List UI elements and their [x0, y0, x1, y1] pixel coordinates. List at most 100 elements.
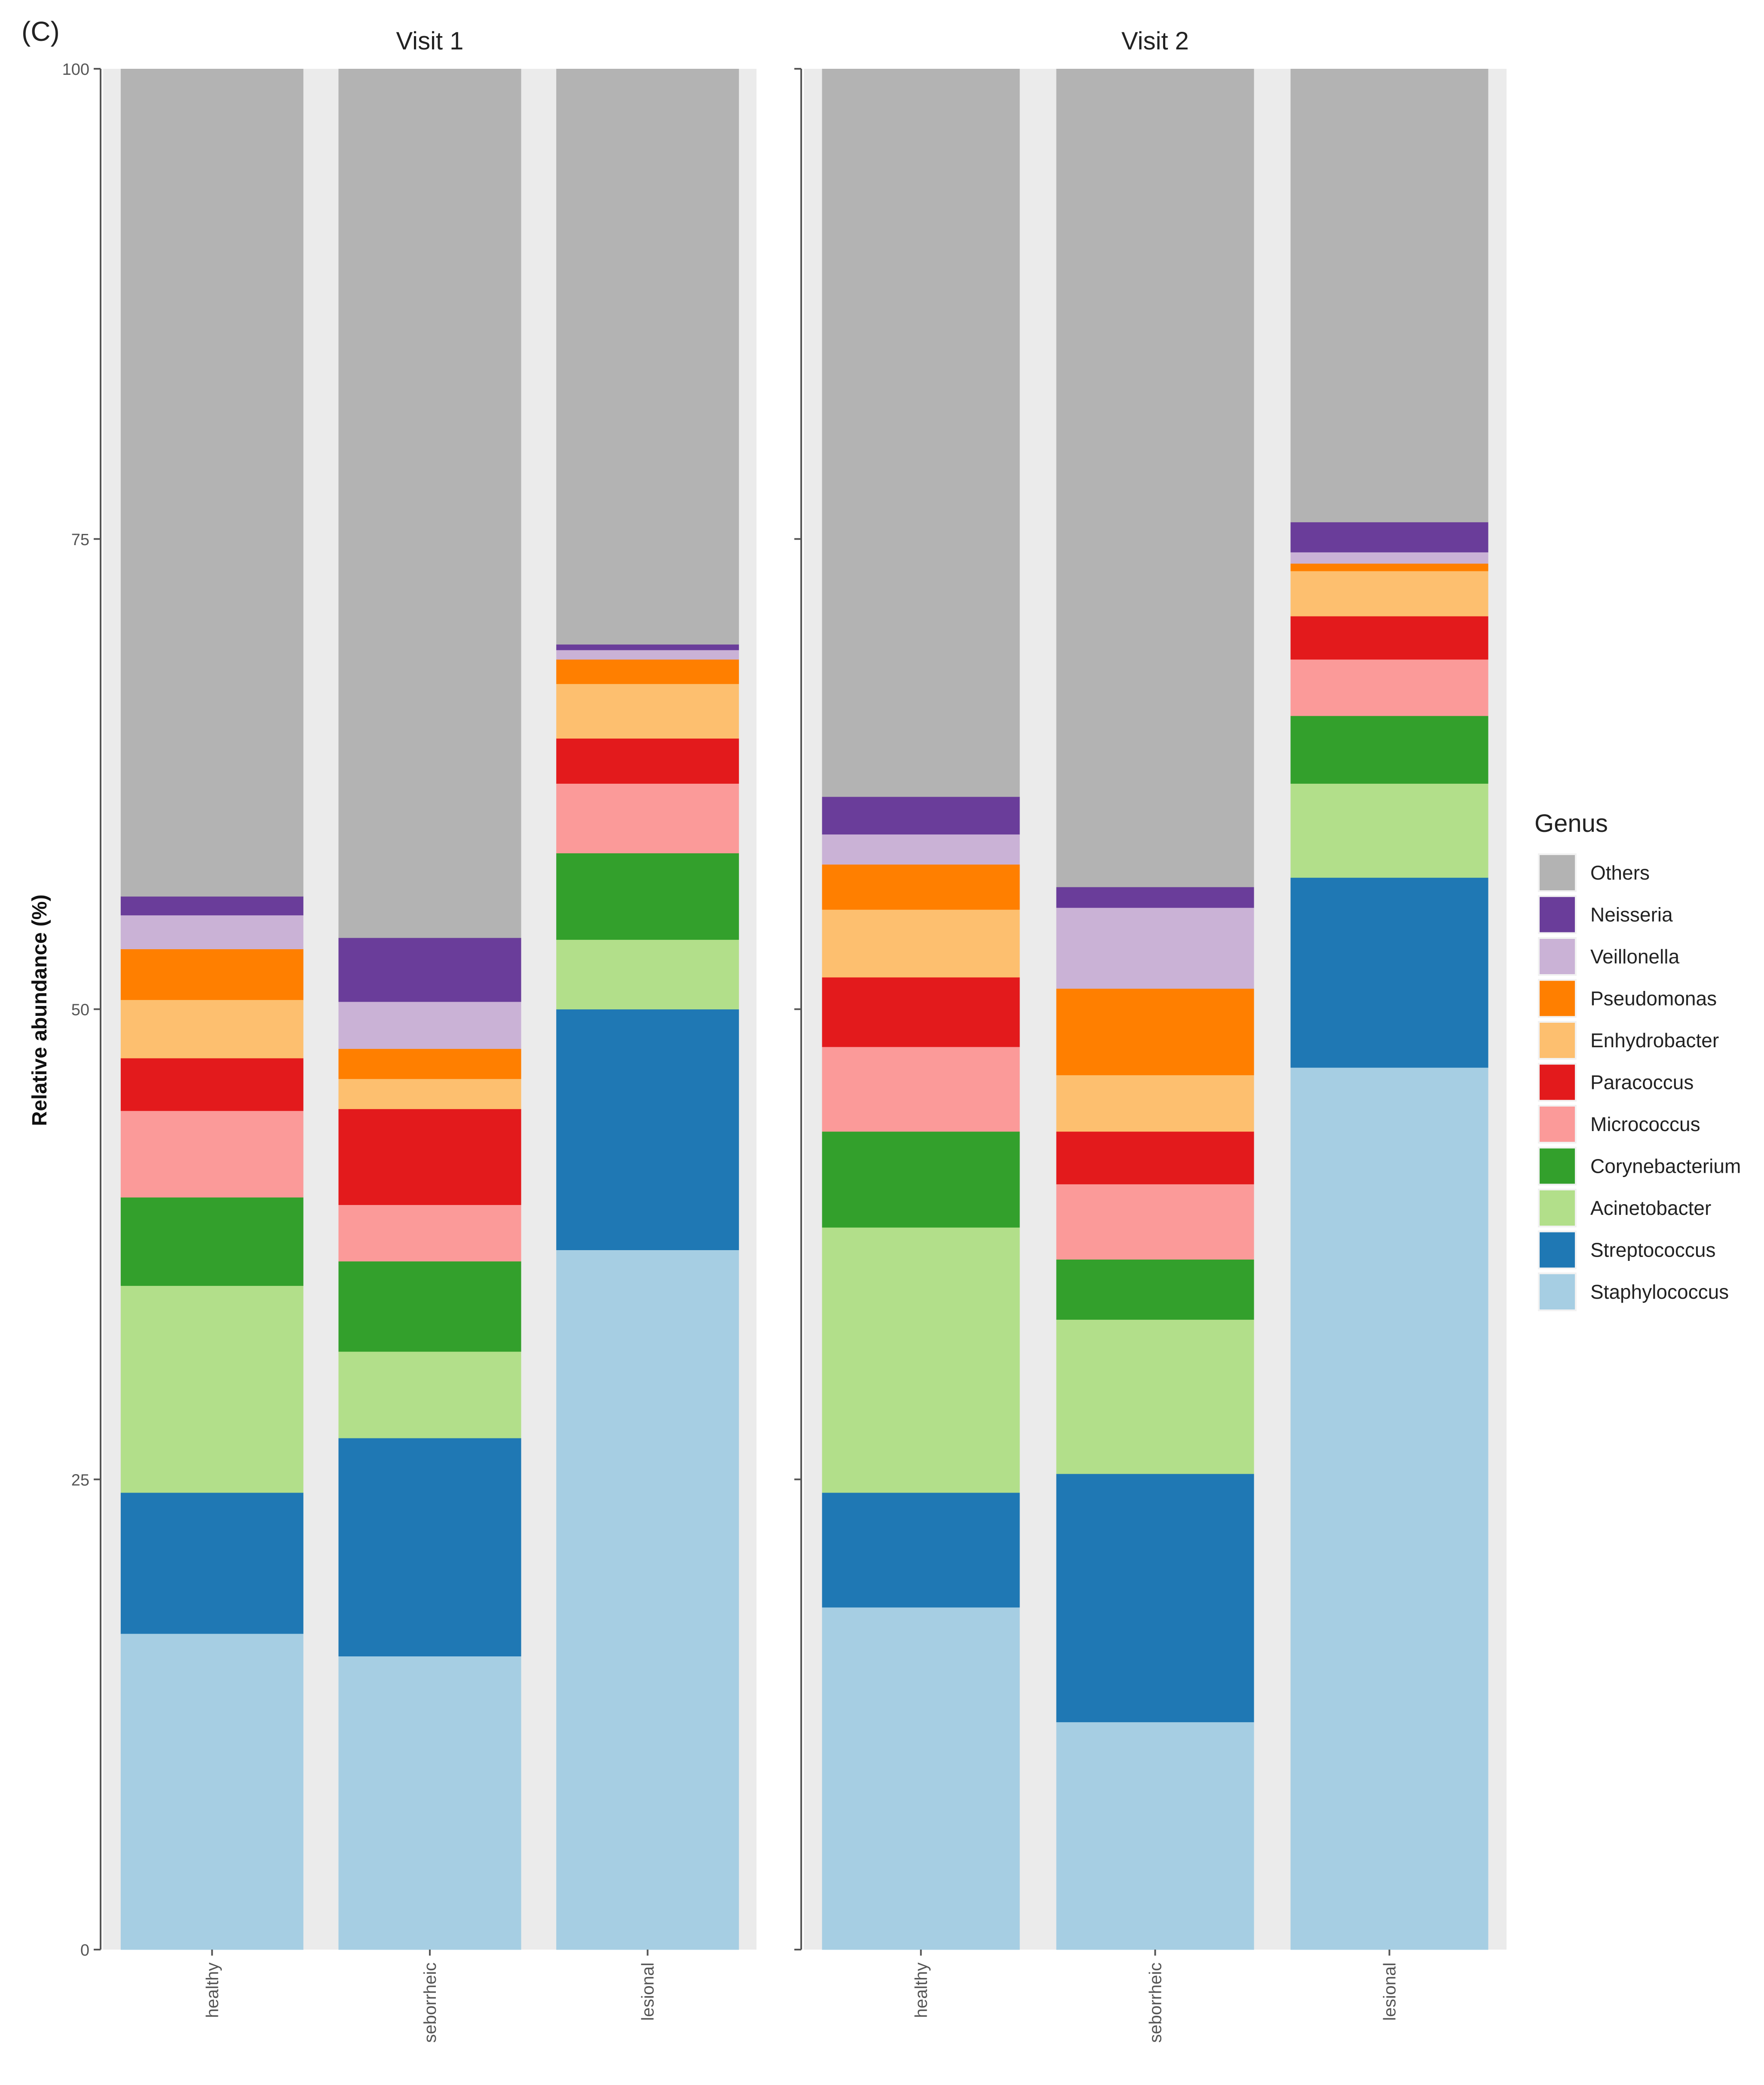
legend-item-staphylococcus: Staphylococcus	[1538, 1272, 1729, 1311]
bar-segment-acinetobacter-healthy	[822, 1227, 1020, 1493]
legend-label: Streptococcus	[1590, 1239, 1715, 1261]
bar-segment-micrococcus-lesional	[1290, 659, 1488, 716]
bar-segment-paracoccus-lesional	[556, 738, 739, 784]
chart-panels: Visit 1 0 25 50 75 100 healthy seborrheic lesion…	[62, 27, 1507, 2043]
bar-segment-paracoccus-lesional	[1290, 616, 1488, 660]
bar-segment-neisseria-lesional	[1290, 522, 1488, 552]
y-tick-label: 25	[71, 1471, 89, 1489]
bar-segment-corynebacterium-lesional	[556, 853, 739, 940]
legend-swatch-pseudomonas	[1540, 981, 1575, 1016]
y-axis-label: Relative abundance (%)	[28, 895, 51, 1126]
bar-segment-paracoccus-healthy	[822, 977, 1020, 1047]
legend-item-others: Others	[1538, 853, 1650, 892]
bar-segment-pseudomonas-lesional	[1290, 563, 1488, 571]
legend-item-enhydrobacter: Enhydrobacter	[1538, 1021, 1719, 1060]
legend-swatch-staphylococcus	[1540, 1274, 1575, 1309]
bar-visit-1-lesional	[556, 69, 739, 1950]
bar-segment-others-seborrheic	[338, 69, 521, 938]
bar-segment-staphylococcus-lesional	[556, 1250, 739, 1950]
legend-swatch-paracoccus	[1540, 1064, 1575, 1100]
bar-visit-2-healthy	[822, 69, 1020, 1950]
bar-segment-veillonella-healthy	[822, 834, 1020, 865]
bar-segment-corynebacterium-lesional	[1290, 716, 1488, 784]
bar-segment-staphylococcus-seborrheic	[338, 1656, 521, 1950]
bar-visit-1-healthy	[120, 69, 303, 1950]
bar-visit-2-lesional	[1290, 69, 1488, 1950]
panel-title: Visit 1	[396, 27, 464, 55]
bar-segment-neisseria-healthy	[822, 797, 1020, 835]
bar-segment-enhydrobacter-lesional	[556, 684, 739, 739]
bar-segment-acinetobacter-lesional	[556, 939, 739, 1009]
bar-segment-others-healthy	[822, 69, 1020, 797]
bar-segment-pseudomonas-seborrheic	[338, 1049, 521, 1079]
bar-segment-staphylococcus-healthy	[120, 1634, 303, 1950]
bar-segment-acinetobacter-seborrheic	[1056, 1319, 1254, 1474]
bar-segment-staphylococcus-healthy	[822, 1607, 1020, 1950]
y-tick-label: 100	[62, 61, 89, 79]
legend-label: Neisseria	[1590, 904, 1673, 926]
bar-segment-paracoccus-seborrheic	[1056, 1131, 1254, 1184]
bar-segment-veillonella-lesional	[556, 650, 739, 660]
x-tick-label: healthy	[912, 1962, 931, 2018]
bar-segment-staphylococcus-lesional	[1290, 1067, 1488, 1950]
legend-item-acinetobacter: Acinetobacter	[1538, 1189, 1711, 1227]
legend-swatch-corynebacterium	[1540, 1148, 1575, 1184]
legend-item-pseudomonas: Pseudomonas	[1538, 979, 1717, 1018]
bar-segment-others-lesional	[556, 69, 739, 645]
bar-segment-veillonella-seborrheic	[1056, 908, 1254, 989]
bar-visit-2-seborrheic	[1056, 69, 1254, 1950]
bar-segment-streptococcus-lesional	[1290, 877, 1488, 1068]
bar-segment-streptococcus-seborrheic	[1056, 1474, 1254, 1723]
legend-swatch-micrococcus	[1540, 1107, 1575, 1142]
bar-segment-acinetobacter-seborrheic	[338, 1351, 521, 1438]
bar-segment-neisseria-seborrheic	[1056, 887, 1254, 908]
y-tick-label: 0	[80, 1941, 89, 1959]
legend-item-paracoccus: Paracoccus	[1538, 1063, 1694, 1102]
panel-tag: (C)	[21, 16, 60, 47]
legend-item-neisseria: Neisseria	[1538, 895, 1673, 934]
bar-segment-corynebacterium-healthy	[120, 1197, 303, 1286]
panel-visit-2: Visit 2 healthy seborrheic lesional	[794, 27, 1507, 2043]
bar-segment-veillonella-healthy	[120, 915, 303, 949]
legend-label: Veillonella	[1590, 945, 1680, 968]
bar-segment-micrococcus-seborrheic	[338, 1205, 521, 1262]
legend-label: Acinetobacter	[1590, 1197, 1711, 1219]
legend-swatch-streptococcus	[1540, 1232, 1575, 1268]
x-tick-label: lesional	[1381, 1962, 1400, 2021]
y-tick-label: 50	[71, 1001, 89, 1019]
bar-segment-streptococcus-healthy	[822, 1492, 1020, 1608]
legend-label: Enhydrobacter	[1590, 1029, 1719, 1052]
bar-segment-corynebacterium-seborrheic	[338, 1261, 521, 1352]
legend-swatch-acinetobacter	[1540, 1190, 1575, 1226]
bar-segment-enhydrobacter-healthy	[120, 1000, 303, 1058]
bar-segment-staphylococcus-seborrheic	[1056, 1722, 1254, 1950]
legend-swatch-neisseria	[1540, 897, 1575, 932]
legend-item-corynebacterium: Corynebacterium	[1538, 1147, 1741, 1186]
x-tick-label: seborrheic	[421, 1962, 440, 2043]
bar-segment-micrococcus-healthy	[120, 1110, 303, 1198]
legend-item-micrococcus: Micrococcus	[1538, 1105, 1700, 1144]
bar-visit-1-seborrheic	[338, 69, 521, 1950]
legend-swatch-enhydrobacter	[1540, 1023, 1575, 1058]
y-tick-label: 75	[71, 531, 89, 549]
panel-title: Visit 2	[1121, 27, 1189, 55]
legend-label: Corynebacterium	[1590, 1155, 1741, 1177]
legend-label: Staphylococcus	[1590, 1281, 1729, 1303]
bar-segment-veillonella-seborrheic	[338, 1002, 521, 1049]
bar-segment-streptococcus-healthy	[120, 1492, 303, 1634]
bar-segment-pseudomonas-lesional	[556, 659, 739, 684]
bar-segment-corynebacterium-seborrheic	[1056, 1259, 1254, 1320]
bar-segment-streptococcus-lesional	[556, 1009, 739, 1250]
legend-item-veillonella: Veillonella	[1538, 937, 1680, 976]
bar-segment-acinetobacter-lesional	[1290, 783, 1488, 878]
bar-segment-others-lesional	[1290, 69, 1488, 522]
bar-segment-enhydrobacter-seborrheic	[338, 1079, 521, 1109]
legend-label: Micrococcus	[1590, 1113, 1700, 1135]
bar-segment-enhydrobacter-seborrheic	[1056, 1075, 1254, 1132]
legend-title: Genus	[1534, 809, 1608, 837]
bar-segment-enhydrobacter-lesional	[1290, 571, 1488, 616]
bar-segment-paracoccus-seborrheic	[338, 1109, 521, 1205]
bar-segment-veillonella-lesional	[1290, 552, 1488, 564]
bar-segment-others-healthy	[120, 69, 303, 897]
bar-segment-micrococcus-healthy	[822, 1047, 1020, 1132]
